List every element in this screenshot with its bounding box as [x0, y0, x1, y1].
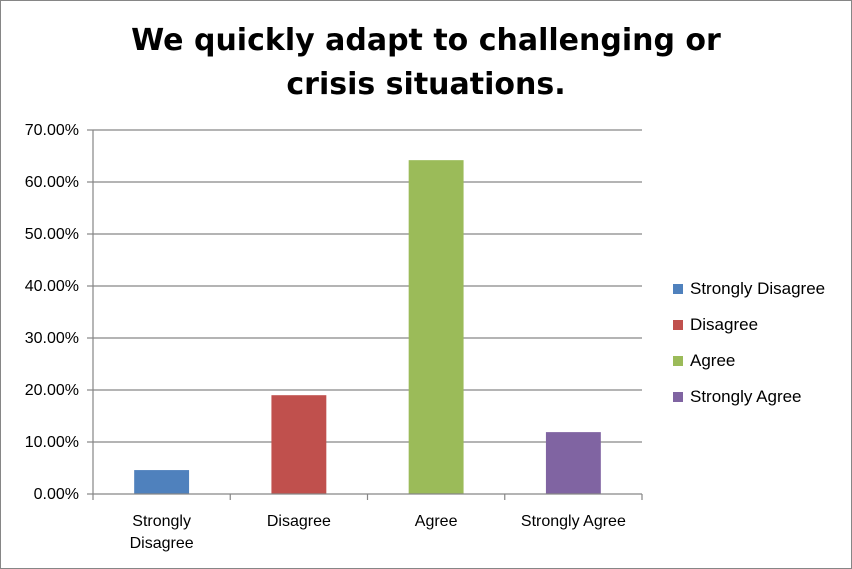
y-tick-label: 20.00%	[25, 382, 79, 399]
y-tick-label: 30.00%	[25, 330, 79, 347]
x-tick-label: Strongly	[132, 513, 191, 530]
bar-agree	[408, 160, 464, 494]
bars	[134, 160, 601, 494]
bar-disagree	[271, 395, 327, 494]
legend-label: Agree	[690, 351, 736, 370]
axes	[92, 130, 643, 500]
y-tick-label: 0.00%	[34, 486, 79, 503]
bar-strongly-disagree	[134, 470, 190, 494]
legend-label: Disagree	[690, 315, 759, 334]
x-tick-label: Disagree	[267, 513, 331, 530]
x-tick-label: Strongly Agree	[521, 513, 626, 530]
legend-item: Agree	[673, 343, 825, 379]
x-tick-label: Agree	[415, 513, 458, 530]
y-tick-label: 50.00%	[25, 226, 79, 243]
legend: Strongly Disagree Disagree Agree Strongly A…	[673, 271, 825, 415]
legend-item: Strongly Agree	[673, 379, 825, 415]
legend-swatch	[673, 320, 683, 330]
x-tick-label: Disagree	[130, 535, 194, 552]
y-tick-label: 70.00%	[25, 122, 79, 139]
legend-swatch	[673, 392, 683, 402]
legend-item: Strongly Disagree	[673, 271, 825, 307]
bar-strongly-agree	[545, 432, 601, 494]
gridlines	[87, 129, 642, 495]
legend-swatch	[673, 356, 683, 366]
legend-label: Strongly Agree	[690, 387, 802, 406]
chart-title: We quickly adapt to challenging or crisi…	[131, 23, 721, 102]
legend-item: Disagree	[673, 307, 825, 343]
x-axis-tick-labels: Strongly Disagree Disagree Agree Strongly Ag…	[130, 513, 626, 552]
legend-swatch	[673, 284, 683, 294]
legend-label: Strongly Disagree	[690, 279, 826, 298]
y-tick-label: 40.00%	[25, 278, 79, 295]
y-tick-label: 60.00%	[25, 174, 79, 191]
y-axis-tick-labels: 0.00% 10.00% 20.00% 30.00% 40.00% 50.00% 60.00…	[25, 122, 79, 503]
y-tick-label: 10.00%	[25, 434, 79, 451]
